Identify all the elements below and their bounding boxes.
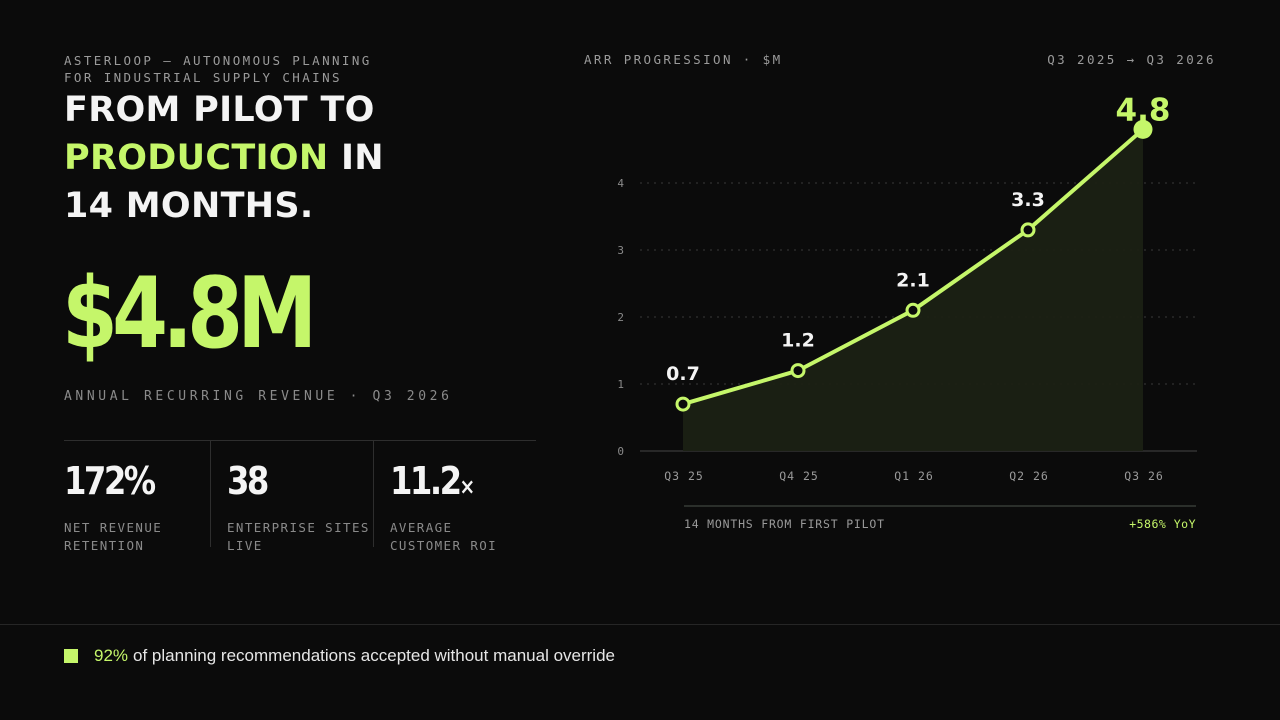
headline-line-2: PRODUCTION IN [64, 134, 524, 182]
data-label: 1.2 [781, 330, 815, 352]
footer-text: of planning recommendations accepted wit… [133, 646, 615, 665]
headline-highlight: PRODUCTION [64, 138, 329, 178]
y-tick-label: 1 [617, 378, 624, 391]
data-label: 3.3 [1011, 189, 1045, 211]
chart-footer-note: 14 MONTHS FROM FIRST PILOT [684, 517, 885, 531]
stats-divider [64, 440, 536, 441]
x-tick-label: Q2 26 [1009, 469, 1049, 483]
y-tick-label: 3 [617, 244, 624, 257]
headline: FROM PILOT TO PRODUCTION IN 14 MONTHS. [64, 86, 524, 230]
footer-divider [0, 624, 1280, 625]
data-point [905, 302, 921, 318]
stat-net-revenue-retention: 172% NET REVENUE RETENTION [64, 458, 169, 555]
data-point-highlight [1133, 119, 1153, 139]
headline-line-3: 14 MONTHS. [64, 186, 314, 226]
stat-customer-roi: 11.2× AVERAGE CUSTOMER ROI [390, 458, 497, 555]
stat-value-suffix: × [459, 475, 476, 500]
x-tick-label: Q1 26 [894, 469, 934, 483]
headline-line-1: FROM PILOT TO [64, 90, 375, 130]
data-point [675, 396, 691, 412]
stat-value: 11.2× [390, 458, 481, 511]
chart-date-range: Q3 2025 → Q3 2026 [1047, 52, 1216, 67]
stat-label: ENTERPRISE SITES LIVE [227, 520, 370, 553]
stat-value-number: 38 [227, 459, 269, 503]
stats-separator-2 [373, 441, 374, 547]
stat-value-number: 11.2 [390, 459, 462, 503]
chart-growth-badge: +586% YoY [1129, 517, 1196, 531]
data-label: 4.8 [1116, 92, 1171, 128]
chart-footer-rule [684, 505, 1196, 507]
footer-callout: 92% of planning recommendations accepted… [64, 646, 615, 666]
stat-value-number: 172% [64, 459, 156, 503]
eyebrow-line-1: ASTERLOOP — AUTONOMOUS PLANNING [64, 53, 372, 68]
hero-arr-label: ANNUAL RECURRING REVENUE · Q3 2026 [64, 389, 453, 404]
stat-value: 172% [64, 458, 156, 511]
stat-label: NET REVENUE RETENTION [64, 520, 163, 553]
stat-enterprise-sites: 38 ENTERPRISE SITES LIVE [227, 458, 370, 555]
headline-line-2-rest: IN [340, 138, 384, 178]
x-tick-label: Q3 25 [664, 469, 704, 483]
data-label: 2.1 [896, 269, 930, 291]
x-tick-label: Q3 26 [1124, 469, 1164, 483]
stat-label: AVERAGE CUSTOMER ROI [390, 520, 498, 553]
stats-separator-1 [210, 441, 211, 547]
hero-arr-value: $4.8M [62, 257, 317, 371]
eyebrow: ASTERLOOP — AUTONOMOUS PLANNING FOR INDU… [64, 52, 424, 86]
eyebrow-line-2: FOR INDUSTRIAL SUPPLY CHAINS [64, 70, 342, 85]
x-tick-label: Q4 25 [779, 469, 819, 483]
data-point [1020, 222, 1036, 238]
data-point [790, 363, 806, 379]
y-tick-label: 4 [617, 177, 624, 190]
chart-title: ARR PROGRESSION · $M [584, 52, 783, 67]
y-tick-label: 2 [617, 311, 624, 324]
y-tick-label: 0 [617, 445, 624, 458]
footer-highlight: 92% [94, 646, 129, 665]
stat-value: 38 [227, 458, 348, 511]
data-label: 0.7 [666, 363, 700, 385]
square-bullet-icon [64, 649, 78, 663]
